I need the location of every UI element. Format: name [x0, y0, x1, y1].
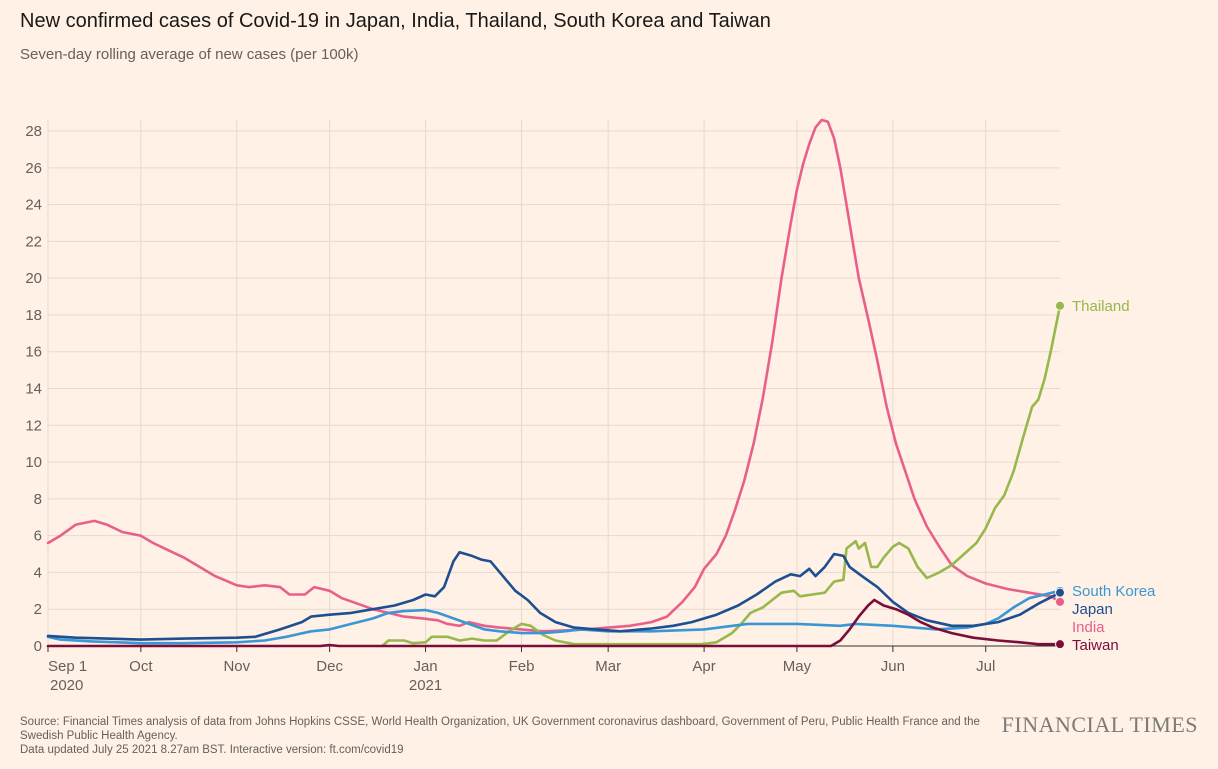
y-tick-label-20: 20: [25, 270, 42, 287]
chart-subtitle: Seven-day rolling average of new cases (…: [20, 46, 359, 63]
x-axis-ticks: Sep 1 2020 Oct Nov Dec Jan 2021 Feb Mar Apr May Jun…: [47, 646, 995, 694]
x-tick-label-jun: Jun: [881, 658, 905, 675]
x-tick-label-jan: Jan: [413, 658, 437, 675]
series-line-india: [46, 118, 1062, 633]
x-tick-label-mar: Mar: [595, 658, 621, 675]
y-tick-label-4: 4: [34, 564, 42, 581]
y-tick-label-14: 14: [25, 381, 42, 398]
y-tick-label-24: 24: [25, 197, 42, 214]
x-tick-label-jul: Jul: [976, 658, 995, 675]
series-line-japan: [46, 550, 1062, 641]
y-tick-label-28: 28: [25, 123, 42, 140]
y-tick-label-18: 18: [25, 307, 42, 324]
series-line-taiwan: [46, 598, 1062, 648]
x-tick-label-apr: Apr: [692, 658, 715, 675]
y-tick-label-22: 22: [25, 233, 42, 250]
x-tick-label-feb: Feb: [509, 658, 535, 675]
y-tick-label-2: 2: [34, 601, 42, 618]
end-marker-taiwan: [1055, 639, 1065, 650]
source-line-1: Source: Financial Times analysis of data…: [20, 716, 980, 742]
x-tick-label-sep-1: Sep 1: [48, 658, 87, 675]
end-label-thailand: Thailand: [1072, 298, 1130, 315]
series-lines: [46, 118, 1065, 650]
y-tick-label-0: 0: [34, 638, 42, 655]
end-marker-japan: [1055, 587, 1065, 598]
y-tick-label-12: 12: [25, 417, 42, 434]
x-tick-sublabel-2021: 2021: [409, 677, 442, 694]
y-tick-label-16: 16: [25, 344, 42, 361]
end-label-taiwan: Taiwan: [1072, 637, 1119, 654]
chart-title: New confirmed cases of Covid-19 in Japan…: [20, 10, 771, 32]
end-label-south-korea: South Korea: [1072, 583, 1156, 600]
series-line-south-korea: [46, 589, 1062, 645]
x-tick-sublabel-2020: 2020: [50, 677, 83, 694]
series-line-thailand: [380, 304, 1062, 648]
x-tick-label-nov: Nov: [223, 658, 250, 675]
y-tick-label-26: 26: [25, 160, 42, 177]
end-marker-india: [1055, 596, 1065, 607]
y-tick-label-8: 8: [34, 491, 42, 508]
end-label-india: India: [1072, 619, 1105, 636]
source-line-2: Data updated July 25 2021 8.27am BST. In…: [20, 744, 404, 756]
x-tick-label-dec: Dec: [316, 658, 343, 675]
end-marker-thailand: [1055, 300, 1065, 311]
x-tick-label-may: May: [783, 658, 812, 675]
x-tick-label-oct: Oct: [129, 658, 153, 675]
y-tick-label-6: 6: [34, 528, 42, 545]
end-label-japan: Japan: [1072, 601, 1113, 618]
source-note: Source: Financial Times analysis of data…: [20, 715, 1010, 757]
y-tick-label-10: 10: [25, 454, 42, 471]
financial-times-logo: FINANCIAL TIMES: [1001, 712, 1198, 737]
